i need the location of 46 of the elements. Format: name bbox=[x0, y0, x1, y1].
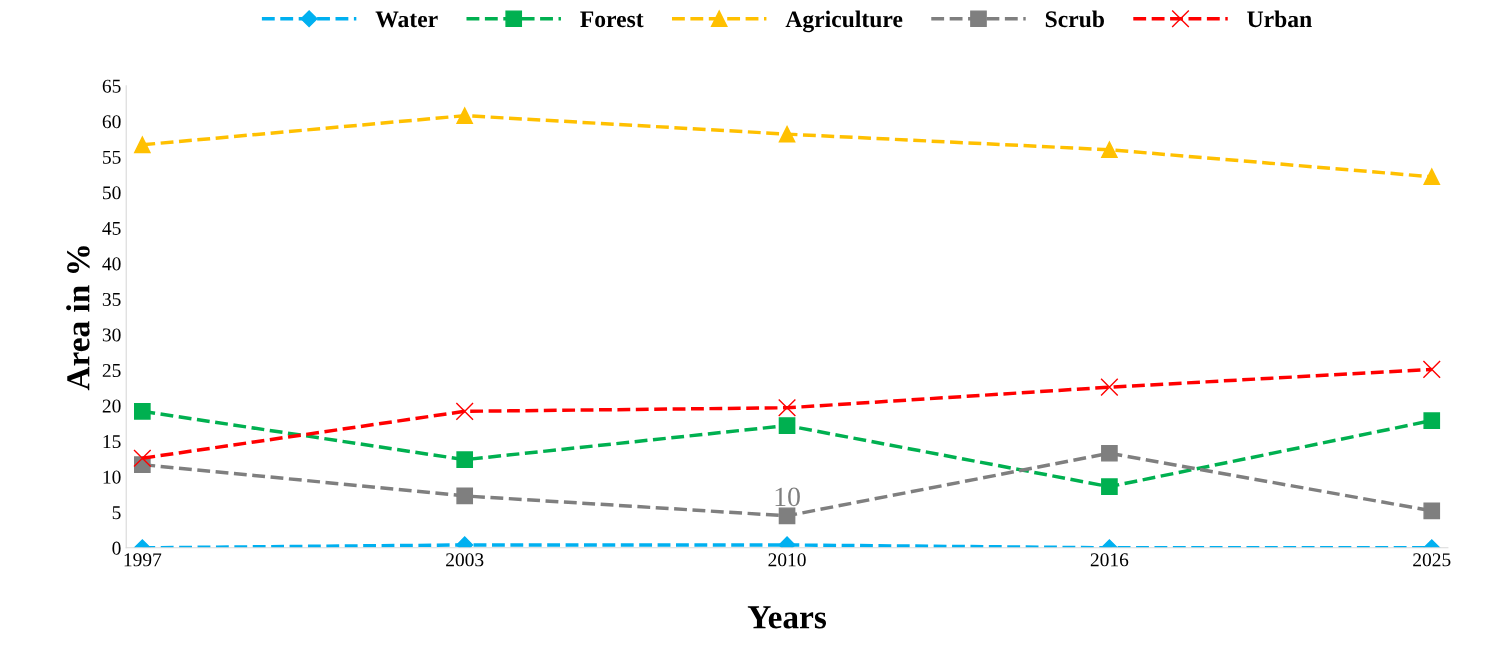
point bbox=[778, 125, 796, 143]
y-tick-label: 10 bbox=[103, 470, 121, 484]
x-tick-label: 2010 bbox=[768, 553, 806, 567]
point bbox=[456, 451, 474, 468]
point bbox=[455, 402, 474, 421]
point bbox=[456, 487, 474, 505]
y-tick-label: 60 bbox=[102, 115, 121, 129]
point bbox=[778, 507, 796, 525]
y-axis-title: Area in % bbox=[66, 246, 90, 391]
x-tick-label: 2003 bbox=[446, 553, 484, 567]
point bbox=[1422, 360, 1441, 379]
y-tick-label: 55 bbox=[103, 150, 121, 164]
y-tick-label: 65 bbox=[102, 79, 121, 93]
point bbox=[133, 449, 152, 468]
point bbox=[134, 136, 151, 154]
y-tick-label: 35 bbox=[102, 292, 121, 306]
y-tick-label: 5 bbox=[112, 506, 121, 520]
point bbox=[134, 402, 151, 420]
point bbox=[1423, 168, 1441, 186]
y-tick-label: 50 bbox=[103, 186, 121, 200]
point bbox=[456, 107, 474, 124]
y-tick-label: 45 bbox=[102, 221, 121, 235]
y-tick-label: 40 bbox=[102, 257, 121, 271]
legend-label: Agriculture bbox=[785, 10, 903, 33]
legend-label: Scrub bbox=[1045, 10, 1104, 28]
point bbox=[1101, 141, 1118, 159]
y-tick-label: 15 bbox=[103, 435, 121, 449]
point bbox=[1100, 378, 1119, 397]
legend-label: Forest bbox=[580, 11, 644, 28]
point bbox=[778, 398, 797, 417]
point bbox=[1101, 444, 1118, 462]
y-tick-label: 25 bbox=[102, 363, 121, 378]
x-tick-label: 2016 bbox=[1090, 553, 1129, 567]
annotation: 10 bbox=[775, 487, 800, 507]
legend-label: Urban bbox=[1247, 10, 1312, 28]
point bbox=[778, 417, 796, 434]
y-tick-label: 20 bbox=[102, 399, 121, 413]
x-tick-label: 1997 bbox=[124, 553, 162, 567]
point bbox=[1101, 478, 1118, 496]
x-axis-title: Years bbox=[747, 606, 827, 629]
legend-label: Water bbox=[375, 11, 438, 28]
point bbox=[1423, 412, 1441, 429]
x-tick-label: 2025 bbox=[1413, 553, 1451, 567]
y-tick-label: 0 bbox=[112, 541, 121, 555]
y-tick-label: 30 bbox=[102, 328, 121, 342]
point bbox=[1423, 502, 1441, 520]
